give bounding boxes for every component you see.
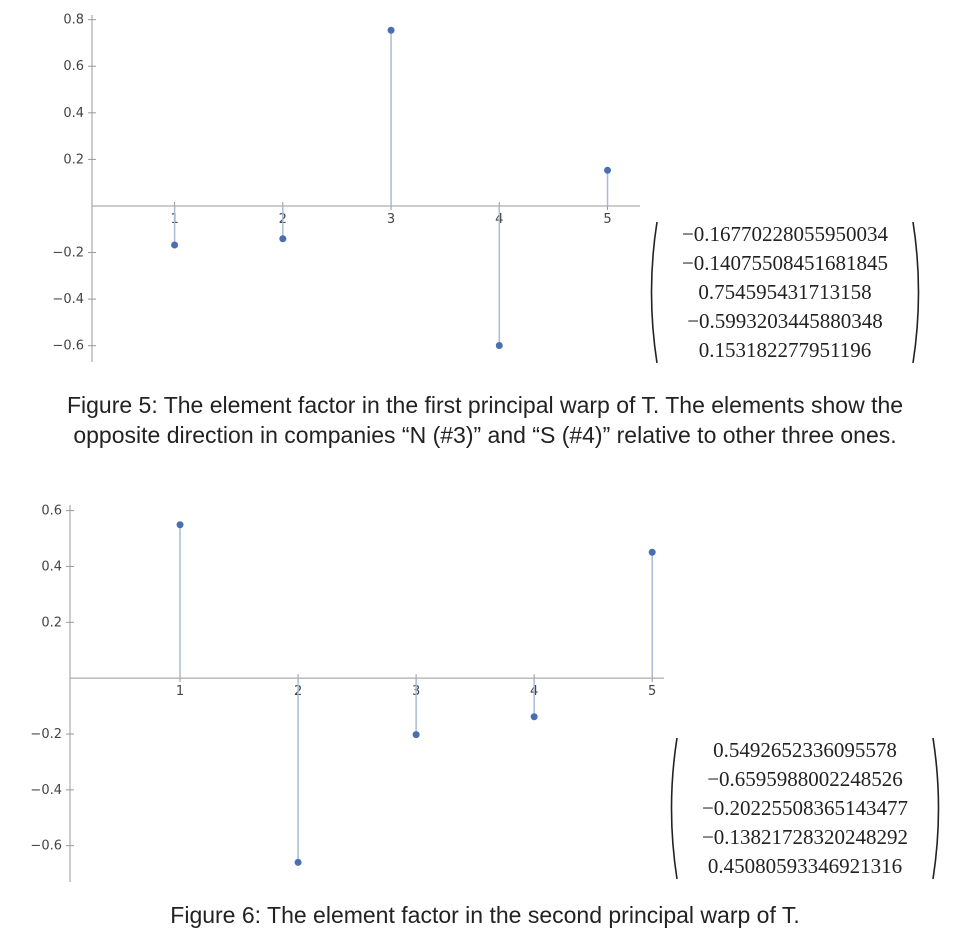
y-tick-label: 0.4: [63, 106, 84, 121]
stem-chart-2: 0.60.40.2−0.2−0.4−0.612345: [30, 504, 664, 882]
y-tick-label: −0.4: [30, 783, 62, 798]
caption-line: opposite direction in companies “N (#3)”…: [73, 422, 897, 448]
matrix-1-value: −0.16770228055950034: [681, 222, 889, 246]
y-tick-label: −0.4: [52, 292, 84, 307]
data-point: [495, 342, 503, 350]
vector-matrix-2: 0.5492652336095578 −0.6595988002248526 −…: [665, 736, 945, 881]
y-tick-label: −0.6: [30, 839, 62, 854]
matrix-1-value: −0.5993203445880348: [687, 309, 883, 333]
data-point: [176, 521, 184, 529]
caption-line: Figure 5: The element factor in the firs…: [66, 392, 904, 418]
y-tick-label: 0.2: [41, 615, 62, 630]
data-point: [648, 548, 656, 556]
right-parenthesis: [912, 221, 920, 364]
matrix-2-value: −0.20225508365143477: [701, 796, 909, 820]
y-tick-label: 0.2: [63, 152, 84, 167]
data-point: [279, 235, 287, 243]
x-tick-label: 1: [176, 684, 184, 699]
y-tick-label: 0.8: [63, 13, 84, 28]
left-parenthesis: [670, 737, 678, 880]
x-tick-label: 5: [648, 684, 656, 699]
matrix-1-value: 0.754595431713158: [698, 280, 872, 304]
y-tick-label: 0.6: [63, 59, 84, 74]
vector-matrix-1: −0.16770228055950034 −0.1407550845168184…: [645, 220, 925, 365]
stem-chart-1: 0.80.60.40.2−0.2−0.4−0.612345: [52, 13, 640, 362]
data-point: [171, 241, 179, 249]
matrix-2-value: −0.13821728320248292: [701, 825, 909, 849]
y-tick-label: −0.6: [52, 339, 84, 354]
x-tick-label: 3: [387, 212, 395, 227]
left-parenthesis: [650, 221, 658, 364]
matrix-1-value: 0.153182277951196: [698, 338, 872, 362]
caption-line: Figure 6: The element factor in the seco…: [170, 902, 800, 928]
data-point: [294, 858, 302, 866]
matrix-2-value: 0.5492652336095578: [713, 738, 897, 762]
data-point: [412, 731, 420, 739]
y-tick-label: −0.2: [30, 727, 62, 742]
matrix-1-value: −0.14075508451681845: [681, 251, 889, 275]
right-parenthesis: [932, 737, 940, 880]
figure-5-caption: Figure 5: The element factor in the firs…: [0, 390, 970, 450]
figure-6-caption: Figure 6: The element factor in the seco…: [0, 900, 970, 930]
data-point: [387, 26, 395, 34]
matrix-2-value: 0.45080593346921316: [707, 854, 903, 878]
matrix-2-value: −0.6595988002248526: [707, 767, 903, 791]
x-tick-label: 5: [603, 212, 611, 227]
data-point: [604, 166, 612, 174]
data-point: [530, 713, 538, 721]
y-tick-label: 0.4: [41, 559, 62, 574]
y-tick-label: −0.2: [52, 246, 84, 261]
y-tick-label: 0.6: [41, 504, 62, 519]
